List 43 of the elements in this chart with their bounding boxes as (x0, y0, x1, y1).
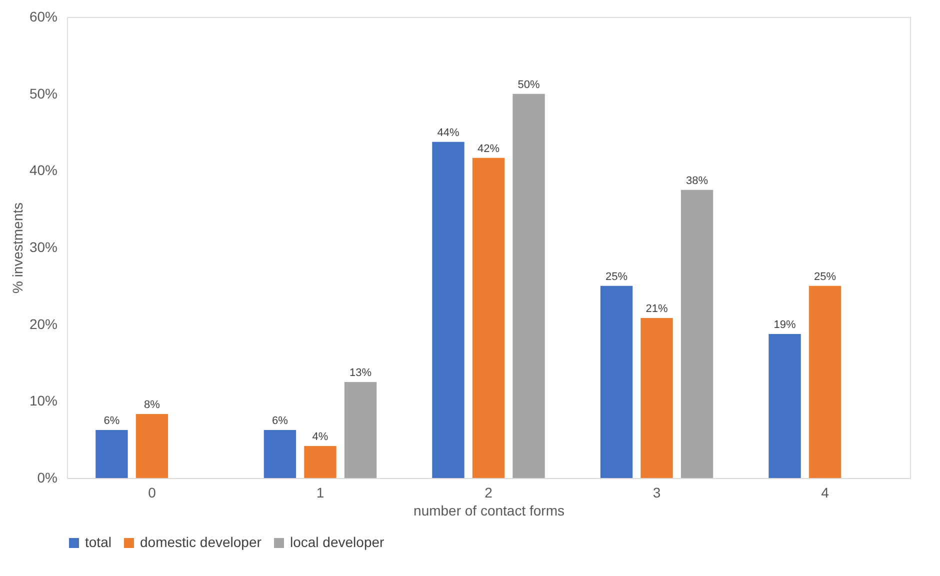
y-tick-label: 40% (29, 162, 58, 178)
y-tick-label: 60% (29, 8, 58, 24)
bar (304, 446, 336, 478)
data-label: 4% (312, 430, 328, 443)
bar (768, 334, 801, 478)
bar (808, 286, 842, 478)
bar (512, 94, 545, 478)
data-label: 38% (686, 174, 708, 187)
x-tick-label: 4 (821, 484, 830, 500)
y-tick-label: 20% (29, 316, 58, 332)
y-axis-title: % investments (9, 202, 26, 294)
legend-label: total (85, 534, 112, 550)
y-tick-label: 0% (37, 470, 58, 486)
data-label: 25% (605, 270, 628, 283)
y-tick-label: 50% (29, 85, 58, 102)
bar (472, 158, 505, 478)
bar (600, 286, 633, 478)
data-label: 25% (814, 270, 836, 283)
legend-label: local developer (290, 534, 385, 550)
bar (640, 318, 673, 478)
data-label: 42% (477, 142, 500, 155)
bar (432, 142, 464, 478)
bar (680, 190, 714, 478)
y-tick-label: 10% (29, 392, 58, 409)
x-tick-label: 2 (484, 484, 493, 500)
bar (344, 382, 377, 478)
bar (264, 430, 296, 478)
data-label: 6% (272, 414, 288, 427)
x-tick-label: 0 (148, 484, 156, 500)
data-label: 44% (437, 126, 460, 139)
y-tick-label: 30% (29, 239, 58, 255)
data-label: 6% (104, 414, 120, 427)
legend-label: domestic developer (140, 534, 262, 550)
bar (96, 430, 128, 478)
bar (136, 414, 168, 478)
data-label: 19% (774, 318, 796, 331)
data-label: 13% (349, 366, 372, 379)
data-label: 21% (646, 302, 668, 315)
x-axis-title: number of contact forms (414, 502, 564, 518)
data-label: 8% (144, 399, 160, 411)
x-tick-label: 1 (316, 484, 324, 500)
x-tick-label: 3 (652, 484, 661, 500)
data-label: 50% (518, 78, 540, 91)
